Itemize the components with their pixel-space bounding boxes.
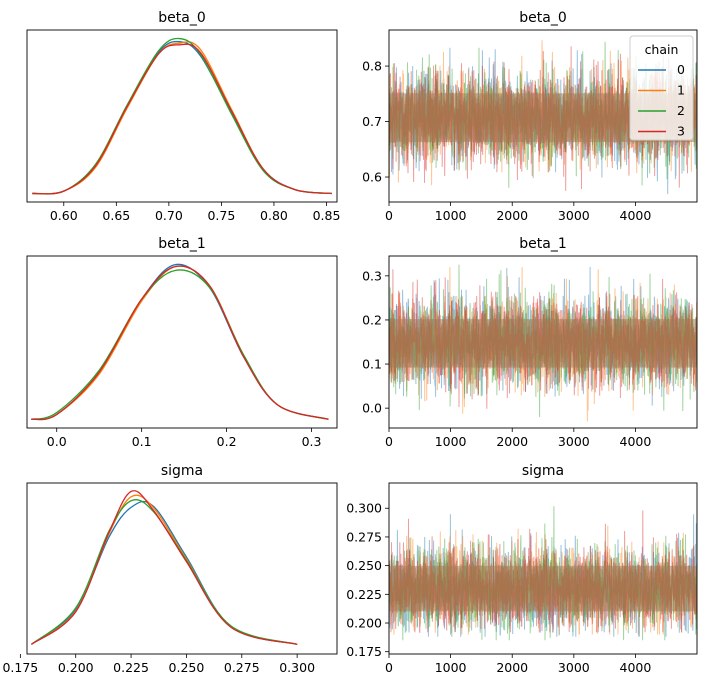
subplot-title: sigma — [161, 463, 203, 479]
density-line-chain-0 — [32, 40, 332, 195]
y-tick-label: 0.2 — [362, 312, 382, 327]
x-tick-label: 0.250 — [169, 660, 205, 675]
x-tick-label: 3000 — [558, 434, 590, 449]
density-line-chain-2 — [32, 37, 332, 195]
axes-frame — [26, 255, 338, 429]
x-tick-label: 0.175 — [2, 660, 38, 675]
plot-area — [31, 263, 329, 421]
x-tick-label: 0.60 — [50, 208, 78, 223]
legend-label: 2 — [677, 103, 685, 118]
axes-frame — [26, 29, 338, 203]
x-tick-label: 0.85 — [313, 208, 341, 223]
legend-label: 1 — [677, 83, 685, 98]
subplot-title: beta_1 — [519, 236, 566, 252]
plot-area — [32, 37, 332, 195]
x-tick-label: 0.0 — [47, 434, 67, 449]
x-tick-label: 0.225 — [113, 660, 149, 675]
y-tick-label: 0.8 — [362, 59, 382, 74]
y-tick-label: 0.3 — [362, 268, 382, 283]
legend-label: 3 — [677, 124, 685, 139]
axes-frame — [388, 482, 698, 655]
x-tick-label: 0.80 — [260, 208, 288, 223]
subplot-1: beta_0 0.6 0.7 0.8 0 1000 2000 3000 4000 chain 0 1 2… — [362, 10, 698, 223]
density-line-chain-1 — [31, 494, 298, 645]
x-tick-label: 4000 — [620, 660, 652, 675]
subplot-title: sigma — [522, 463, 564, 479]
subplot-0: beta_0 0.60 0.65 0.70 0.75 0.80 0.85 — [26, 10, 341, 223]
x-tick-label: 0.200 — [58, 660, 94, 675]
x-tick-label: 0.65 — [102, 208, 130, 223]
legend-title: chain — [645, 42, 679, 57]
subplot-title: beta_1 — [158, 236, 205, 252]
legend-label: 0 — [677, 62, 685, 77]
y-tick-label: 0.250 — [346, 558, 382, 573]
x-tick-label: 0.300 — [279, 660, 315, 675]
axes-frame — [388, 29, 698, 203]
x-tick-label: 1000 — [435, 660, 467, 675]
y-tick-label: 0.225 — [346, 587, 382, 602]
x-tick-label: 1000 — [435, 208, 467, 223]
axes-frame — [388, 255, 698, 429]
y-tick-label: 0.175 — [346, 644, 382, 659]
plot-area — [31, 490, 298, 645]
x-tick-label: 0.75 — [207, 208, 235, 223]
legend: chain 0 1 2 3 — [629, 35, 694, 141]
density-line-chain-2 — [31, 269, 329, 420]
subplot-title: beta_0 — [519, 10, 566, 26]
subplot-5: sigma 0.175 0.200 0.225 0.250 0.275 0.300 0 1000… — [346, 463, 698, 675]
axes-frame — [26, 482, 338, 655]
x-tick-label: 0.3 — [302, 434, 322, 449]
subplot-4: sigma 0.175 0.200 0.225 0.250 0.275 0.300 — [2, 463, 338, 675]
density-line-chain-3 — [31, 490, 298, 645]
y-tick-label: 0.6 — [362, 170, 382, 185]
y-tick-label: 0.275 — [346, 529, 382, 544]
y-tick-label: 0.0 — [362, 401, 382, 416]
y-tick-label: 0.1 — [362, 357, 382, 372]
density-line-chain-3 — [31, 265, 329, 421]
plot-area — [389, 506, 697, 641]
trace-overlap-band — [389, 565, 697, 612]
plot-area — [389, 264, 697, 422]
y-tick-label: 0.7 — [362, 114, 382, 129]
x-tick-label: 0.2 — [217, 434, 237, 449]
x-tick-label: 3000 — [558, 660, 590, 675]
x-tick-label: 2000 — [496, 208, 528, 223]
x-tick-label: 1000 — [435, 434, 467, 449]
trace-overlap-band — [389, 319, 697, 368]
x-tick-label: 0.275 — [224, 660, 260, 675]
subplot-title: beta_0 — [158, 10, 205, 26]
subplot-3: beta_1 0.0 0.1 0.2 0.3 0 1000 2000 3000 4000 — [362, 236, 698, 449]
subplot-2: beta_1 0.0 0.1 0.2 0.3 — [26, 236, 338, 449]
x-tick-label: 0.1 — [132, 434, 152, 449]
density-line-chain-2 — [31, 498, 298, 645]
x-tick-label: 0.70 — [155, 208, 183, 223]
x-tick-label: 2000 — [496, 660, 528, 675]
x-tick-label: 0 — [385, 660, 393, 675]
x-tick-label: 3000 — [558, 208, 590, 223]
x-tick-label: 2000 — [496, 434, 528, 449]
density-line-chain-1 — [32, 41, 332, 195]
y-tick-label: 0.200 — [346, 616, 382, 631]
legend-box — [629, 35, 694, 141]
y-tick-label: 0.300 — [346, 501, 382, 516]
x-tick-label: 4000 — [620, 434, 652, 449]
x-tick-label: 0 — [385, 434, 393, 449]
x-tick-label: 0 — [385, 208, 393, 223]
density-line-chain-3 — [32, 43, 332, 195]
x-tick-label: 4000 — [620, 208, 652, 223]
